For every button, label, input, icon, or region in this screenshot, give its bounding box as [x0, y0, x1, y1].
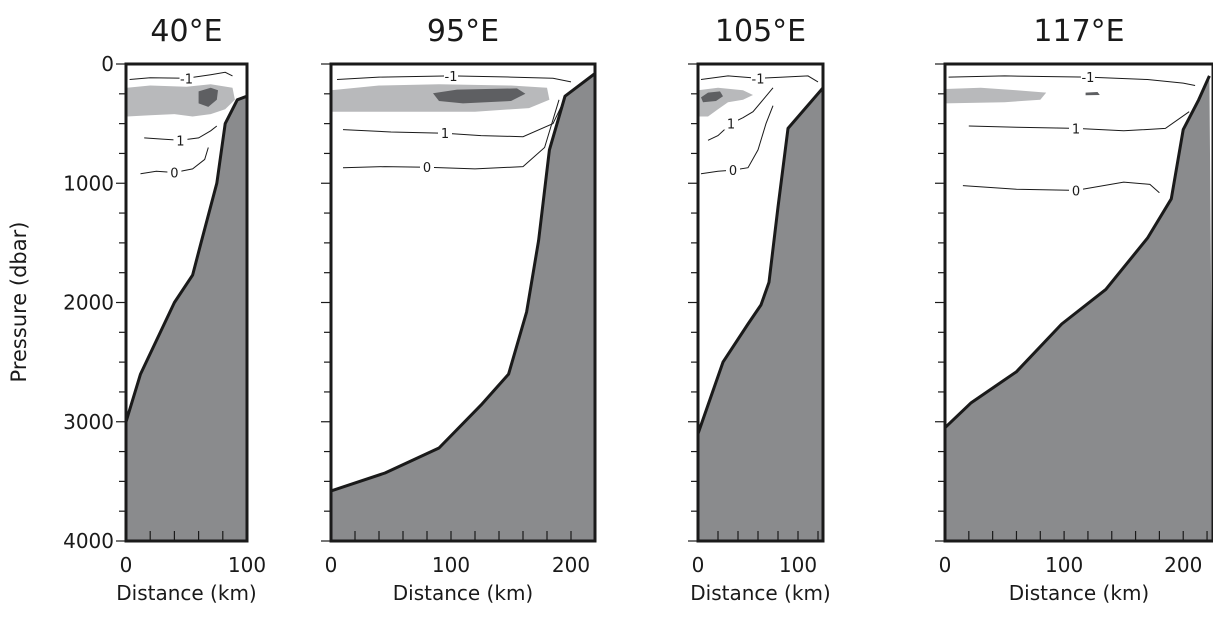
contour-line	[144, 125, 218, 141]
x-tick-label: 100	[228, 553, 266, 577]
shaded-region-dark	[701, 91, 723, 103]
seafloor-area	[126, 96, 247, 541]
shaded-region-light	[945, 87, 1047, 104]
contour-label: 1	[441, 127, 449, 142]
contour-line	[129, 71, 233, 80]
panel-plot-area: -1 1 0	[126, 70, 247, 541]
panel-title: 105°E	[715, 14, 806, 49]
shaded-region-light	[126, 84, 235, 117]
x-axis-label: Distance (km)	[393, 581, 533, 605]
contour-line	[707, 87, 774, 141]
x-tick-label: 0	[939, 553, 952, 577]
x-tick-label: 200	[552, 553, 590, 577]
x-tick-label: 100	[432, 553, 470, 577]
y-tick-label: 3000	[63, 410, 114, 434]
seafloor-area	[945, 75, 1213, 541]
shaded-region-light	[698, 87, 753, 117]
shaded-region-dark	[1085, 92, 1100, 96]
y-tick-label: 4000	[63, 529, 114, 553]
x-tick-label: 0	[120, 553, 133, 577]
contour-line	[968, 111, 1190, 132]
x-tick-label: 200	[1164, 553, 1202, 577]
contour-label: -1	[445, 70, 458, 85]
panel-title: 40°E	[150, 14, 222, 49]
contour-label-bg	[438, 125, 452, 140]
seafloor-line	[698, 86, 823, 435]
x-tick-label: 100	[779, 553, 817, 577]
y-tick-label: 0	[101, 52, 114, 76]
shaded-region-dark	[433, 88, 526, 104]
contour-label-bg	[724, 115, 738, 130]
x-tick-label: 0	[692, 553, 705, 577]
y-tick-label: 2000	[63, 291, 114, 315]
contour-label: 1	[727, 118, 735, 133]
contour-label-bg	[1080, 69, 1095, 84]
x-axis-label: Distance (km)	[690, 581, 830, 605]
panel-title: 95°E	[427, 14, 499, 49]
contour-line	[948, 75, 1196, 86]
panel-title: 117°E	[1033, 14, 1124, 49]
seafloor-line	[945, 75, 1211, 429]
panel-plot-area: -1 1 0	[945, 69, 1213, 541]
panel-plot-area: -1 1 0	[331, 67, 595, 541]
contour-label: -1	[752, 72, 765, 87]
contour-label: 0	[729, 164, 737, 179]
contour-label-bg	[726, 162, 740, 177]
seafloor-line	[126, 94, 247, 423]
contour-label: 1	[176, 134, 184, 149]
contour-label-bg	[179, 70, 194, 85]
contour-label-bg	[1069, 120, 1084, 135]
contour-label: 0	[170, 167, 178, 182]
x-tick-label: 0	[325, 553, 338, 577]
contour-label: 1	[1072, 122, 1080, 137]
x-axis-label: Distance (km)	[1009, 581, 1149, 605]
contour-line	[700, 105, 774, 175]
contour-label: 0	[1072, 184, 1080, 199]
contour-label-bg	[444, 67, 458, 82]
contour-label-bg	[167, 164, 182, 179]
y-tick-label: 1000	[63, 171, 114, 195]
x-axis-label: Distance (km)	[116, 581, 256, 605]
shaded-region-dark	[198, 87, 218, 107]
contour-line	[962, 181, 1160, 194]
contour-label-bg	[751, 70, 765, 85]
seafloor-area	[331, 73, 595, 541]
contour-label-bg	[173, 132, 188, 147]
contour-line	[342, 99, 560, 170]
contour-label-bg	[1069, 182, 1084, 197]
seafloor-area	[698, 87, 823, 541]
contour-label: 0	[423, 161, 431, 176]
x-tick-label: 100	[1045, 553, 1083, 577]
contour-line	[342, 98, 566, 138]
contour-label: -1	[1081, 71, 1094, 86]
contour-line	[700, 75, 819, 83]
y-axis-label: Pressure (dbar)	[7, 222, 31, 383]
contour-line	[336, 75, 572, 83]
contour-label-bg	[420, 159, 434, 174]
contour-label: -1	[180, 72, 193, 87]
panel-plot-area: -1 1 0	[698, 70, 823, 541]
contour-line	[140, 147, 209, 175]
seafloor-line	[331, 72, 595, 493]
